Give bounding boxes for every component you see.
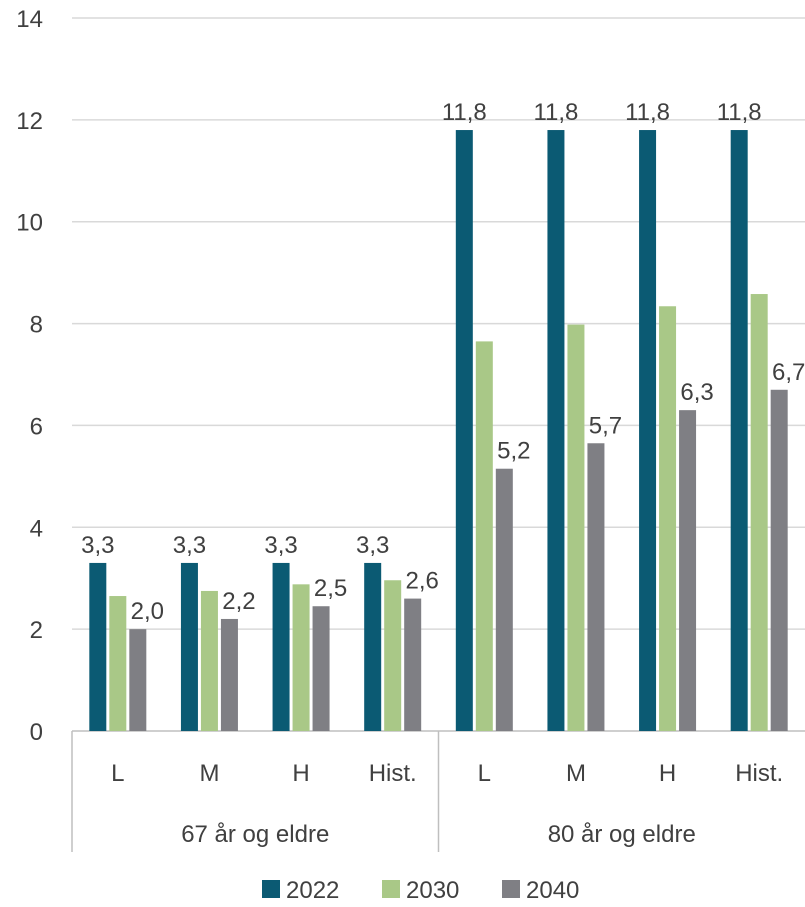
- y-tick-label-8: 8: [30, 312, 43, 339]
- data-label-2040-2: 2,5: [314, 575, 347, 602]
- legend-label-2040: 2040: [526, 877, 579, 904]
- bar-2040-4: [495, 468, 513, 731]
- bar-2040-0: [129, 629, 147, 731]
- y-tick-label-6: 6: [30, 413, 43, 440]
- bar-2040-3: [404, 598, 422, 731]
- y-tick-label-14: 14: [16, 6, 43, 33]
- data-label-2040-5: 5,7: [589, 412, 622, 439]
- data-label-2022-2: 3,3: [264, 532, 297, 559]
- data-label-2040-4: 5,2: [497, 438, 530, 465]
- bar-2022-0: [89, 562, 107, 731]
- bar-2030-6: [659, 306, 677, 731]
- x-category-label-0: L: [111, 760, 124, 787]
- bar-2022-4: [455, 130, 473, 732]
- bar-2022-5: [547, 130, 565, 732]
- bar-2030-3: [384, 580, 402, 731]
- data-label-2022-0: 3,3: [81, 532, 114, 559]
- data-label-2022-6: 11,8: [625, 99, 670, 126]
- bar-2022-1: [180, 562, 198, 731]
- bar-2030-0: [109, 596, 127, 731]
- bar-2022-2: [272, 562, 290, 731]
- bar-2030-7: [750, 294, 768, 731]
- x-category-label-4: L: [478, 760, 491, 787]
- bar-2030-2: [292, 584, 310, 731]
- bar-2022-3: [364, 562, 382, 731]
- data-labels: 3,3 3,3 3,3 3,3 11,8 11,8 11,8 11,8 2,0 2,2 2,5 2,6…: [81, 99, 805, 625]
- data-label-2040-3: 2,6: [406, 568, 439, 595]
- legend-swatch-2022: [262, 880, 280, 898]
- legend-label-2022: 2022: [286, 877, 339, 904]
- x-axis: L M H Hist. L M H Hist. 67 år og eldre 80 år og e…: [71, 731, 783, 852]
- data-label-2040-1: 2,2: [222, 588, 255, 615]
- bar-2040-1: [220, 618, 238, 731]
- data-label-2040-7: 6,7: [772, 359, 805, 386]
- x-category-label-2: H: [292, 760, 309, 787]
- bar-2040-7: [770, 389, 788, 731]
- data-label-2040-0: 2,0: [131, 598, 164, 625]
- legend: 2022 2030 2040: [262, 877, 579, 904]
- y-tick-label-12: 12: [16, 108, 43, 135]
- bar-2030-4: [475, 341, 493, 731]
- x-group-label-0: 67 år og eldre: [181, 821, 329, 848]
- x-category-label-5: M: [566, 760, 586, 787]
- bar-2022-7: [730, 130, 748, 732]
- bar-2040-6: [679, 410, 697, 731]
- x-group-label-1: 80 år og eldre: [548, 821, 696, 848]
- legend-label-2030: 2030: [406, 877, 459, 904]
- y-axis-tick-labels: 0 2 4 6 8 10 12 14: [16, 6, 43, 746]
- legend-swatch-2030: [382, 880, 400, 898]
- x-category-label-7: Hist.: [735, 760, 783, 787]
- y-tick-label-2: 2: [30, 617, 43, 644]
- y-tick-label-10: 10: [16, 210, 43, 237]
- bar-2030-5: [567, 324, 585, 731]
- bars: [89, 130, 788, 732]
- x-category-label-3: Hist.: [369, 760, 417, 787]
- data-label-2022-7: 11,8: [717, 99, 762, 126]
- data-label-2022-1: 3,3: [173, 532, 206, 559]
- y-tick-label-0: 0: [30, 719, 43, 746]
- x-category-label-6: H: [659, 760, 676, 787]
- x-category-label-1: M: [199, 760, 219, 787]
- y-tick-label-4: 4: [30, 515, 43, 542]
- bar-2040-5: [587, 443, 605, 731]
- data-label-2022-4: 11,8: [442, 99, 487, 126]
- legend-swatch-2040: [502, 880, 520, 898]
- data-label-2022-3: 3,3: [356, 532, 389, 559]
- bar-2022-6: [639, 130, 657, 732]
- bar-2040-2: [312, 606, 330, 731]
- data-label-2022-5: 11,8: [533, 99, 578, 126]
- bar-2030-1: [200, 590, 218, 731]
- data-label-2040-6: 6,3: [680, 379, 713, 406]
